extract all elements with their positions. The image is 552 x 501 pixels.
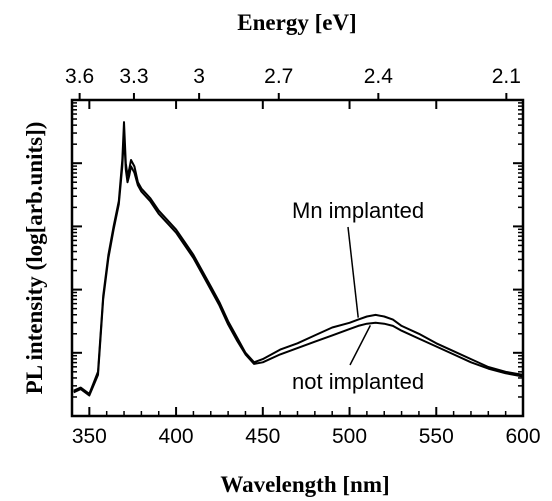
annotation-pointer-mn-implanted <box>347 226 359 318</box>
top-axis-title: Energy [eV] <box>237 10 356 35</box>
series-line-not-implanted <box>73 133 524 397</box>
top-tick-label: 3 <box>193 65 205 88</box>
top-tick-label: 3.3 <box>119 65 148 88</box>
top-tick-label: 3.6 <box>65 65 94 88</box>
x-tick-label: 400 <box>159 425 194 448</box>
y-axis-title: PL intensity (log[arb.units]) <box>22 122 47 395</box>
annotation-pointer-not-implanted <box>349 325 372 366</box>
x-tick-label: 350 <box>72 425 107 448</box>
x-tick-label: 550 <box>419 425 454 448</box>
x-tick-label: 450 <box>245 425 280 448</box>
top-tick-label: 2.4 <box>364 65 394 88</box>
x-tick-label: 600 <box>505 425 540 448</box>
x-tick-label: 500 <box>332 425 367 448</box>
x-axis-title: Wavelength [nm] <box>220 472 389 497</box>
plot-frame <box>70 98 525 418</box>
series-layer <box>73 121 524 397</box>
annotation-not-implanted: not implanted <box>292 369 424 394</box>
annotation-mn-implanted: Mn implanted <box>292 198 424 223</box>
top-tick-label: 2.7 <box>264 65 293 88</box>
annotation-layer: Mn implanted not implanted <box>292 198 424 394</box>
top-tick-label: 2.1 <box>492 65 521 88</box>
series-line-mn-implanted <box>73 121 524 395</box>
